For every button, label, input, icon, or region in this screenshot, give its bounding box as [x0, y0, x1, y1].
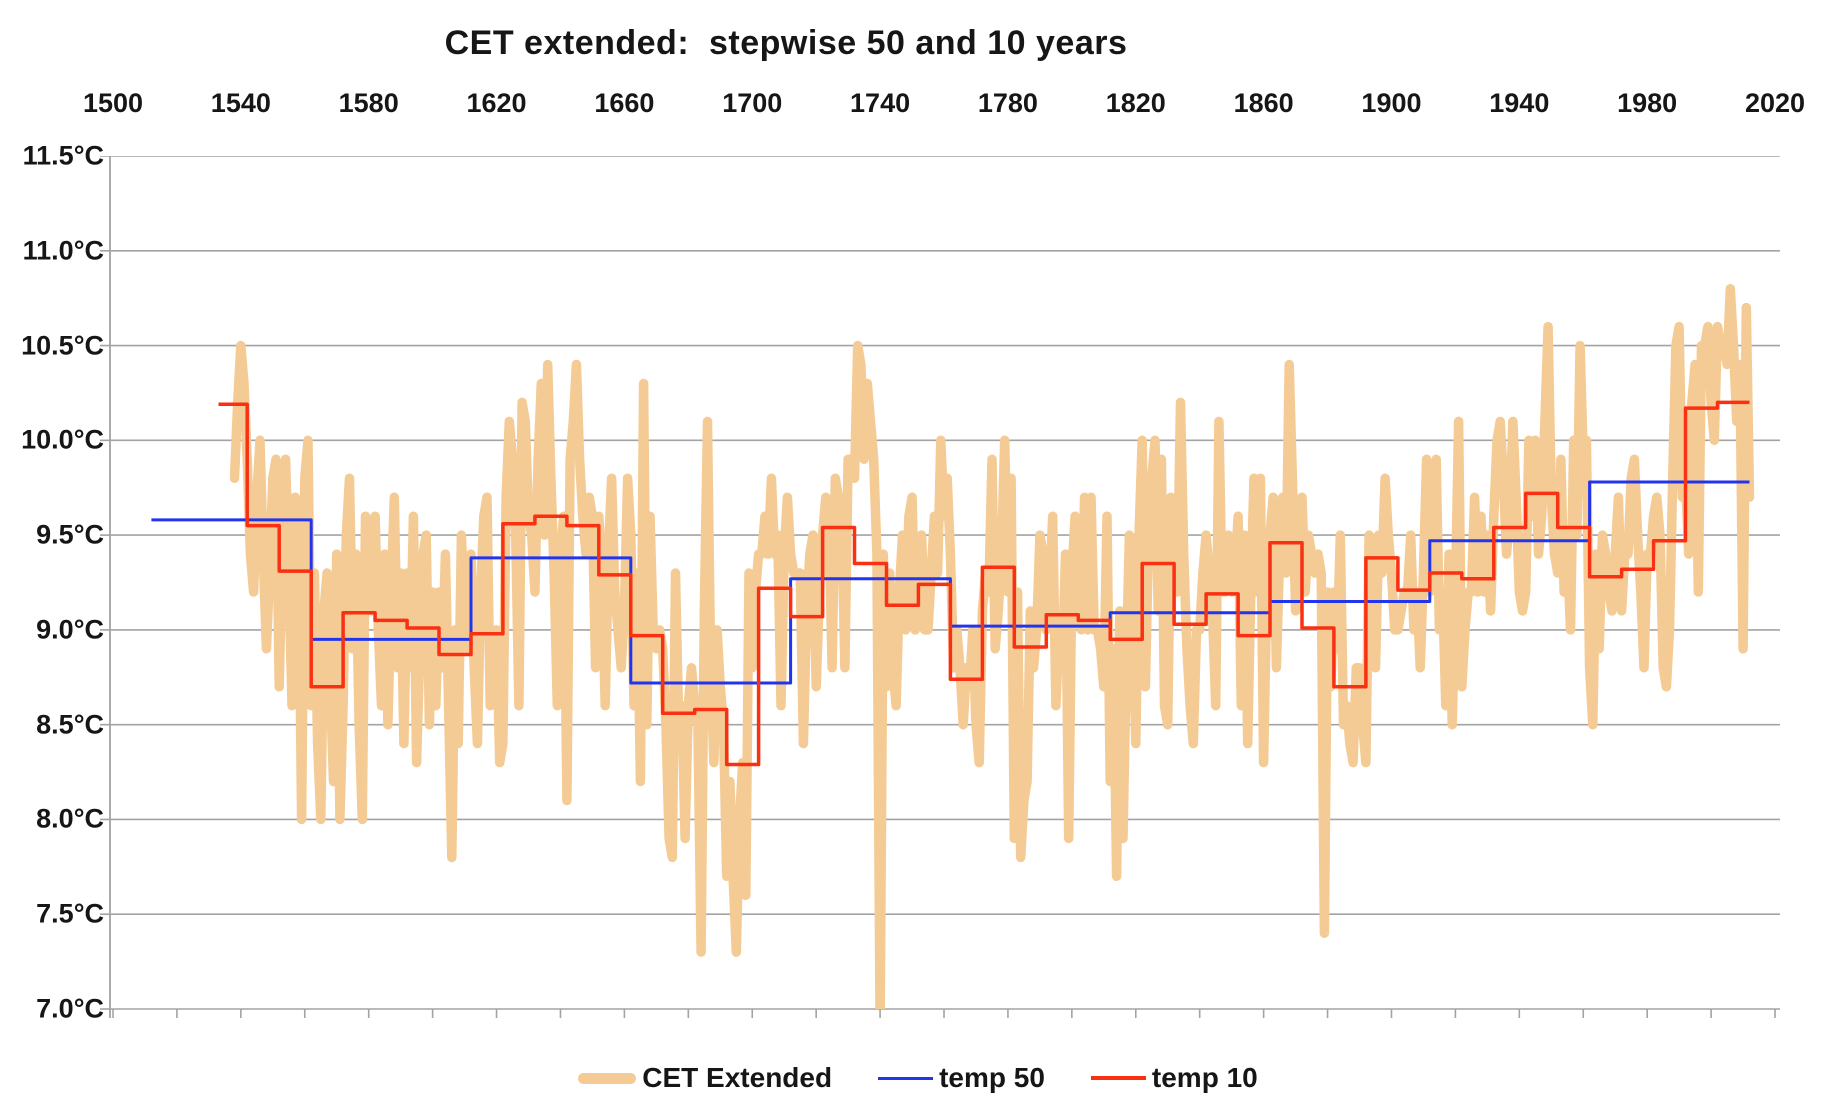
y-axis-tick-label: 8.0°C	[36, 803, 104, 834]
y-axis-tick-label: 10.5°C	[21, 330, 104, 361]
y-axis-tick-label: 7.5°C	[36, 898, 104, 929]
legend-label: temp 50	[939, 1062, 1045, 1093]
legend-item-temp50: temp 50	[878, 1062, 1045, 1094]
x-axis-tick-label: 1820	[1105, 88, 1166, 118]
x-axis-tick-label: 1860	[1233, 88, 1294, 118]
x-axis-tick-label: 1980	[1617, 88, 1678, 118]
x-axis-tick-label: 1660	[594, 88, 655, 118]
y-axis-tick-label: 8.5°C	[36, 709, 104, 740]
x-axis-tick-label: 1500	[82, 88, 144, 118]
x-axis-tick-label: 1740	[850, 88, 911, 118]
y-axis-tick-label: 11.5°C	[22, 140, 104, 171]
y-axis-tick-label: 9.0°C	[36, 614, 104, 645]
temp-10-series	[218, 400, 1750, 767]
cet-extended-swatch-icon	[578, 1072, 637, 1084]
x-axis-tick-label: 1540	[210, 88, 271, 118]
temp50-swatch-icon	[878, 1076, 934, 1080]
plot-area	[100, 156, 1780, 1018]
legend-label: temp 10	[1151, 1062, 1258, 1093]
y-axis-tick-label: 7.0°C	[36, 993, 104, 1024]
x-axis-tick-label: 1900	[1361, 88, 1422, 118]
y-axis-tick-label: 10.0°C	[21, 424, 104, 455]
x-axis-tick-label: 2020	[1744, 88, 1806, 118]
x-axis-top: 1500 1540 1580 1620 1660 1700 1740 1780 1820 1860…	[0, 88, 1836, 120]
x-axis-tick-label: 1940	[1489, 88, 1550, 118]
x-axis-tick-label: 1580	[338, 88, 399, 118]
y-axis-tick-label: 9.5°C	[36, 519, 104, 550]
x-axis-tick-label: 1700	[722, 88, 783, 118]
legend-item-temp10: temp 10	[1090, 1062, 1258, 1094]
legend-item-cet-extended: CET Extended	[578, 1062, 832, 1094]
x-axis-tick-label: 1780	[977, 88, 1038, 118]
cet-extended-series	[229, 283, 1755, 1009]
legend: CET Extended temp 50 temp 10	[0, 1056, 1836, 1100]
temp10-swatch-icon	[1090, 1076, 1146, 1080]
legend-label: CET Extended	[642, 1062, 833, 1093]
y-axis-tick-label: 11.0°C	[22, 235, 104, 266]
chart-title: CET extended: stepwise 50 and 10 years	[444, 24, 1128, 62]
x-axis-tick-label: 1620	[466, 88, 527, 118]
